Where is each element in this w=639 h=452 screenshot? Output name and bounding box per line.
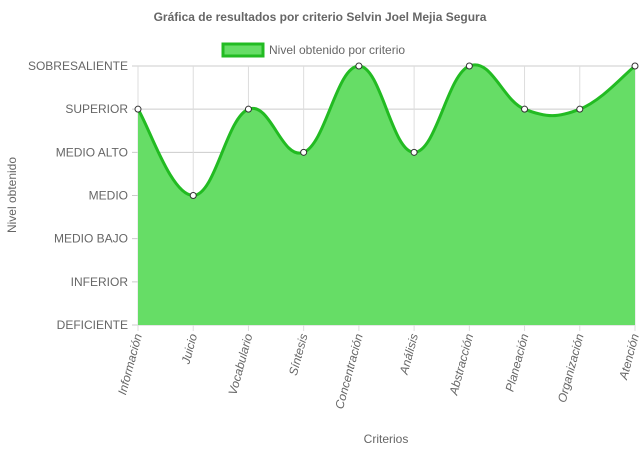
y-tick-label: INFERIOR	[71, 275, 129, 289]
points-layer	[134, 62, 639, 199]
y-axis: DEFICIENTE INFERIOR MEDIO BAJO MEDIO MEDIO A…	[28, 59, 128, 332]
series-line	[136, 63, 636, 198]
data-point-2[interactable]	[244, 105, 252, 113]
x-tick-label: Información	[115, 332, 145, 396]
x-tick-label: Planeación	[503, 332, 532, 393]
legend-swatch	[221, 42, 265, 58]
x-tick-label: Concentración	[332, 332, 366, 411]
y-tick-label: MEDIO BAJO	[54, 232, 128, 246]
legend[interactable]: Nivel obtenido por criterio	[221, 42, 405, 58]
x-tick-label: Organización	[555, 332, 587, 404]
data-point-4[interactable]	[355, 62, 363, 70]
x-tick-label: Atención	[616, 332, 639, 382]
y-tick-label: SOBRESALIENTE	[28, 59, 128, 73]
y-axis-title: Nivel obtenido	[5, 157, 19, 233]
data-point-9[interactable]	[631, 62, 639, 70]
data-point-8[interactable]	[576, 105, 584, 113]
chart-title: Gráfica de resultados por criterio Selvi…	[154, 10, 487, 24]
x-tick-label: Síntesis	[286, 332, 311, 377]
series-area	[138, 64, 635, 325]
x-axis: Información Juicio Vocabulario Síntesis Conc…	[115, 332, 639, 411]
x-tick-label: Abstracción	[446, 332, 476, 397]
y-tick-label: MEDIO	[89, 189, 128, 203]
y-tick-label: SUPERIOR	[65, 102, 128, 116]
data-point-3[interactable]	[300, 148, 308, 156]
data-point-6[interactable]	[465, 62, 473, 70]
legend-label: Nivel obtenido por criterio	[269, 43, 405, 57]
area-layer	[136, 63, 636, 325]
data-point-0[interactable]	[134, 105, 142, 113]
data-point-5[interactable]	[410, 148, 418, 156]
data-point-1[interactable]	[189, 192, 197, 199]
y-tick-label: MEDIO ALTO	[56, 145, 128, 159]
x-tick-label: Juicio	[178, 332, 200, 367]
y-tick-label: DEFICIENTE	[57, 318, 128, 332]
x-axis-title: Criterios	[364, 432, 409, 446]
data-point-7[interactable]	[521, 105, 529, 113]
x-tick-label: Vocabulario	[226, 332, 256, 397]
x-tick-label: Análisis	[397, 332, 421, 377]
